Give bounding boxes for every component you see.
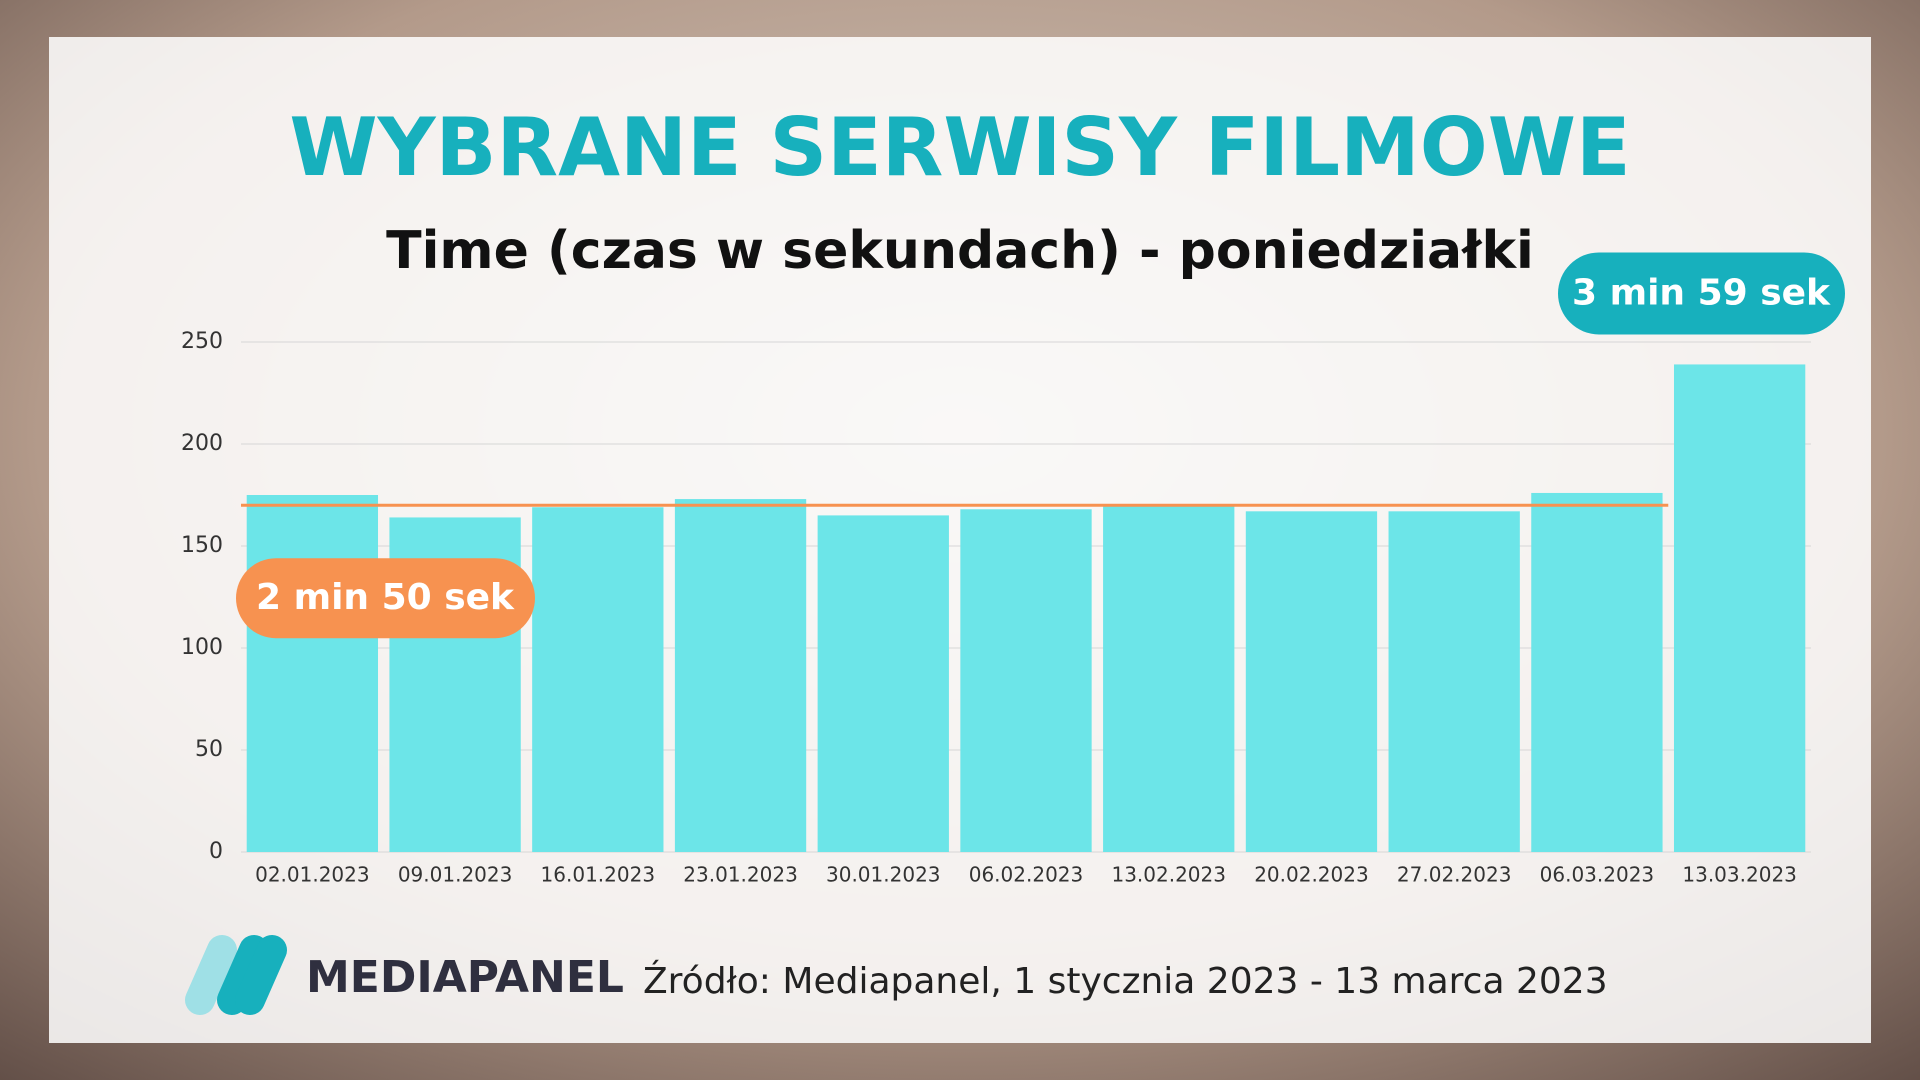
x-tick-label: 16.01.2023: [541, 863, 656, 887]
y-tick-label: 150: [181, 533, 223, 558]
chart-subtitle: Time (czas w sekundach) - poniedziałki: [386, 221, 1534, 281]
x-tick-label: 13.03.2023: [1682, 863, 1797, 887]
y-tick-label: 200: [181, 431, 223, 456]
y-tick-label: 50: [195, 737, 223, 762]
bar: [532, 507, 664, 852]
y-tick-label: 0: [209, 839, 223, 864]
x-tick-label: 20.02.2023: [1254, 863, 1369, 887]
x-tick-label: 06.03.2023: [1540, 863, 1655, 887]
logo-stroke: [185, 935, 237, 1015]
x-tick-label: 09.01.2023: [398, 863, 513, 887]
bar: [1531, 492, 1663, 852]
x-tick-label: 27.02.2023: [1397, 863, 1512, 887]
x-tick-label: 30.01.2023: [826, 863, 941, 887]
bar: [1673, 364, 1806, 852]
bar: [246, 495, 379, 852]
average-pill: [236, 558, 535, 639]
bar: [817, 515, 949, 852]
x-tick-label: 02.01.2023: [255, 863, 370, 887]
average-label: 2 min 50 sek: [256, 577, 515, 618]
x-tick-label: 13.02.2023: [1111, 863, 1226, 887]
brand: MEDIAPANEL: [306, 952, 624, 1003]
peak-pill: [1558, 252, 1845, 335]
bar: [1245, 511, 1378, 852]
bar: [674, 499, 807, 852]
logo: [185, 935, 287, 1015]
peak-label: 3 min 59 sek: [1572, 272, 1831, 313]
source: Źródło: Mediapanel, 1 stycznia 2023 - 13…: [643, 960, 1608, 1002]
y-tick-label: 250: [181, 329, 223, 354]
bar: [1103, 505, 1235, 852]
chart-title: WYBRANE SERWISY FILMOWE: [289, 101, 1630, 194]
bar: [960, 509, 1092, 852]
bar: [1388, 511, 1520, 852]
x-tick-label: 06.02.2023: [969, 863, 1084, 887]
y-tick-label: 100: [181, 635, 223, 660]
x-tick-label: 23.01.2023: [683, 863, 798, 887]
logo-stroke: [217, 935, 269, 1015]
logo-stroke: [235, 935, 287, 1015]
